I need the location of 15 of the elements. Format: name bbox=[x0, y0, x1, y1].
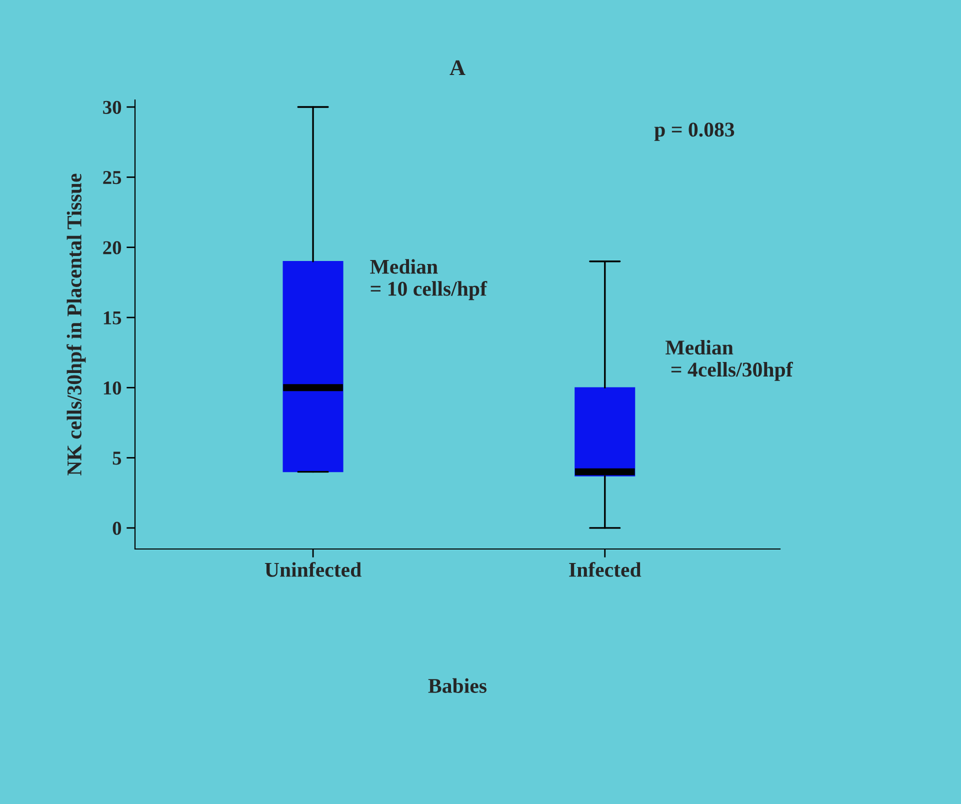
y-tick-label: 0 bbox=[112, 522, 122, 535]
x-tick-label: Infected bbox=[569, 562, 642, 577]
annotation: p = 0.083 bbox=[654, 122, 734, 141]
x-tick-label: Uninfected bbox=[264, 562, 362, 577]
y-tick-label: 30 bbox=[103, 100, 122, 114]
x-axis-title: Babies bbox=[428, 678, 487, 693]
y-tick-label: 10 bbox=[104, 381, 122, 395]
y-axis-title: NK cells/30hpf in Placental Tissue bbox=[66, 174, 86, 476]
y-tick-label: 25 bbox=[103, 171, 122, 184]
y-tick-label: 20 bbox=[103, 241, 122, 254]
y-tick-label: 5 bbox=[112, 452, 122, 465]
annotation: Median = 4cells/30hpf bbox=[666, 340, 794, 381]
chart-title: A bbox=[450, 60, 466, 75]
y-tick-label: 15 bbox=[104, 311, 122, 324]
annotation: Median = 10 cells/hpf bbox=[370, 259, 488, 300]
